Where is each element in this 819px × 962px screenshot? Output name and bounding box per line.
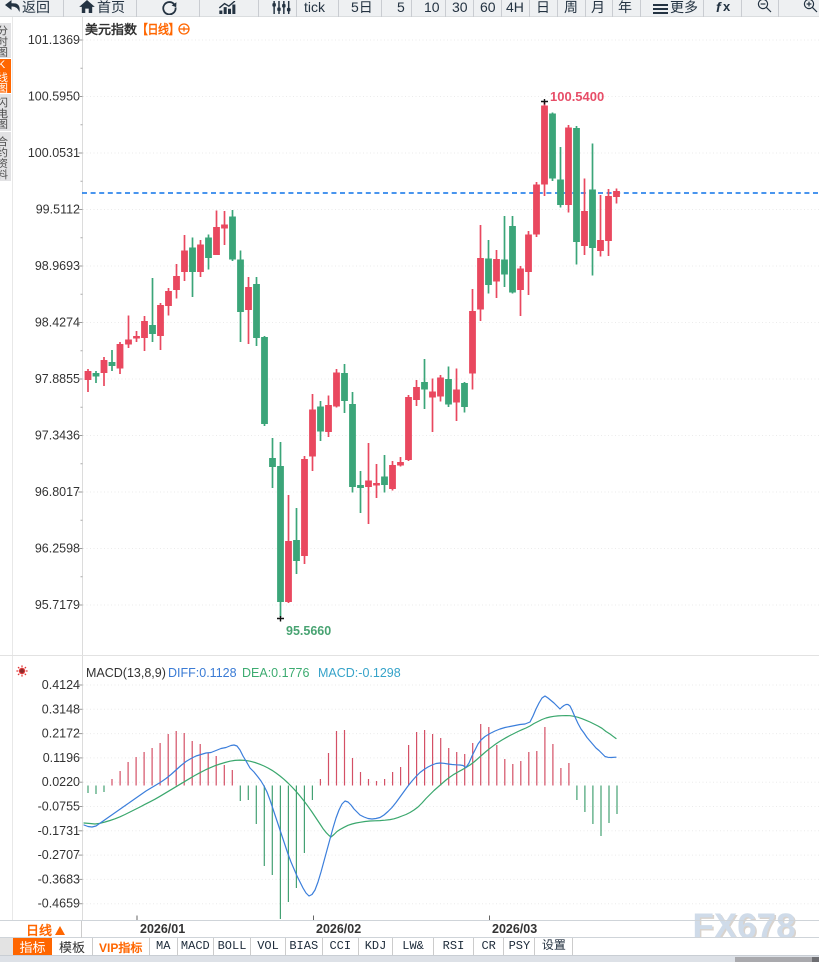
svg-text:0.1196: 0.1196 [43,751,80,765]
svg-text:DEA:0.1776: DEA:0.1776 [242,666,309,680]
svg-text:99.5112: 99.5112 [36,203,80,217]
svg-text:MACD:-0.1298: MACD:-0.1298 [318,666,401,680]
svg-text:MACD(13,8,9): MACD(13,8,9) [86,666,166,680]
svg-text:98.9693: 98.9693 [35,259,80,273]
svg-text:100.0531: 100.0531 [28,146,80,160]
svg-text:97.8855: 97.8855 [35,372,80,386]
svg-text:-0.3683: -0.3683 [38,872,80,886]
svg-text:96.2598: 96.2598 [35,542,80,556]
svg-text:101.1369: 101.1369 [28,33,80,47]
svg-text:-0.4659: -0.4659 [38,897,80,911]
svg-text:DIFF:0.1128: DIFF:0.1128 [168,666,237,680]
svg-text:100.5400: 100.5400 [550,89,604,104]
svg-text:-0.0755: -0.0755 [38,800,80,814]
svg-text:97.3436: 97.3436 [35,429,80,443]
svg-text:95.7179: 95.7179 [35,598,80,612]
svg-text:100.5950: 100.5950 [28,90,80,104]
svg-text:0.0220: 0.0220 [42,775,80,789]
svg-text:98.4274: 98.4274 [35,316,80,330]
svg-text:-0.1731: -0.1731 [38,824,80,838]
svg-text:96.8017: 96.8017 [35,485,80,499]
svg-text:-0.2707: -0.2707 [38,848,80,862]
svg-text:0.2172: 0.2172 [42,727,80,741]
svg-text:95.5660: 95.5660 [286,624,331,638]
svg-text:0.4124: 0.4124 [42,678,80,692]
svg-text:0.3148: 0.3148 [42,702,80,716]
